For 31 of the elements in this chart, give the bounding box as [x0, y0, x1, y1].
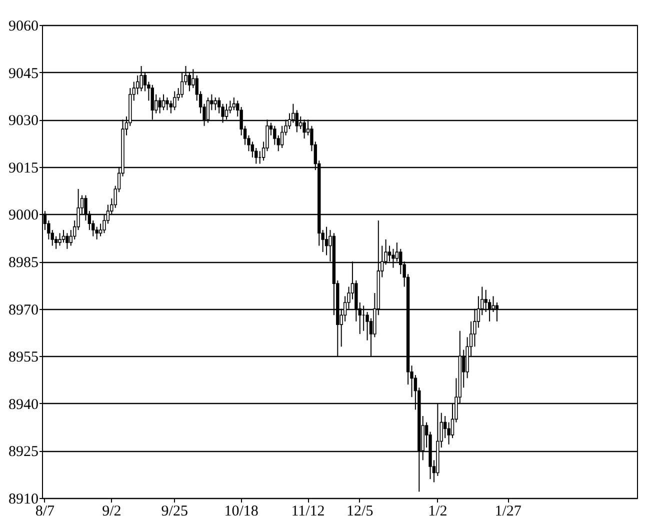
x-tick-label: 9/25 — [161, 504, 188, 520]
x-tick-label: 10/18 — [224, 504, 258, 520]
y-tick-label: 8940 — [8, 396, 38, 413]
y-tick-label: 8925 — [8, 444, 38, 460]
candlestick — [62, 229, 66, 244]
x-tick-label: 11/12 — [291, 504, 325, 520]
x-tick-label: 8/7 — [35, 504, 56, 520]
y-tick-label: 8955 — [8, 350, 38, 366]
y-tick-label: 9045 — [8, 66, 38, 82]
y-tick-label: 8985 — [8, 255, 38, 271]
x-tick-label: 1/27 — [494, 504, 522, 520]
candlestick — [169, 100, 173, 114]
candlestick — [324, 226, 328, 256]
candlestick — [217, 97, 221, 114]
candlestick — [232, 97, 236, 111]
x-tick-label: 9/2 — [102, 504, 122, 520]
candlestick — [280, 125, 284, 148]
candlestick — [58, 232, 62, 246]
candlestick — [162, 94, 166, 111]
x-tick-label: 1/2 — [428, 504, 448, 520]
candlestick — [166, 97, 169, 111]
y-tick-label: 9030 — [8, 113, 38, 130]
x-tick-label: 12/5 — [346, 504, 374, 520]
y-tick-label: 8970 — [8, 302, 38, 318]
y-tick-label: 9000 — [8, 208, 38, 224]
candlestick — [173, 90, 176, 111]
candlestick — [158, 97, 162, 114]
candlestick — [443, 416, 447, 439]
candlestick — [66, 232, 69, 250]
y-tick-label: 9015 — [8, 160, 38, 176]
y-tick-label: 9060 — [8, 18, 38, 34]
